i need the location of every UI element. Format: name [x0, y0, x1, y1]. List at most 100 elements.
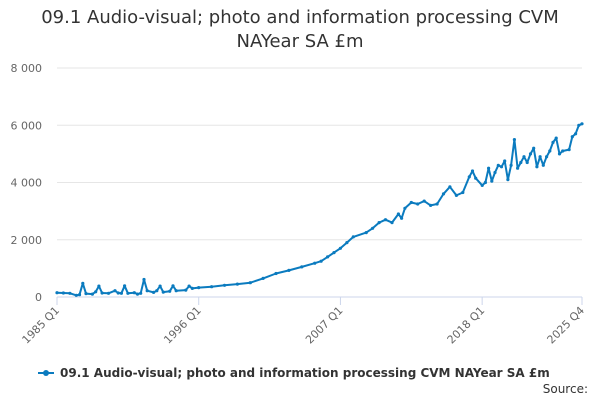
data-point[interactable]	[171, 284, 175, 288]
data-point[interactable]	[512, 138, 517, 142]
series-line[interactable]	[56, 122, 583, 297]
data-point[interactable]	[338, 246, 342, 250]
data-point[interactable]	[448, 185, 452, 189]
data-point[interactable]	[390, 221, 394, 225]
legend[interactable]: 09.1 Audio-visual; photo and information…	[38, 366, 550, 380]
data-point[interactable]	[429, 203, 433, 207]
data-point[interactable]	[274, 271, 278, 276]
data-point[interactable]	[161, 290, 165, 294]
data-point[interactable]	[506, 178, 510, 182]
data-point[interactable]	[554, 136, 558, 140]
data-point[interactable]	[142, 277, 146, 282]
data-point[interactable]	[516, 166, 520, 170]
data-point[interactable]	[135, 292, 140, 296]
data-point[interactable]	[461, 190, 465, 195]
data-point[interactable]	[319, 259, 323, 263]
data-point[interactable]	[435, 202, 439, 206]
data-point[interactable]	[222, 283, 227, 287]
data-point[interactable]	[287, 268, 291, 272]
data-point[interactable]	[499, 165, 504, 169]
data-point[interactable]	[190, 286, 194, 290]
data-point[interactable]	[535, 165, 539, 169]
data-point[interactable]	[184, 288, 188, 292]
data-point[interactable]	[493, 170, 497, 175]
data-point[interactable]	[332, 251, 336, 255]
data-point[interactable]	[210, 285, 214, 289]
data-point[interactable]	[561, 149, 565, 153]
data-point[interactable]	[119, 291, 123, 295]
data-point[interactable]	[522, 155, 526, 159]
data-point[interactable]	[525, 160, 529, 165]
data-point[interactable]	[519, 160, 523, 165]
data-point[interactable]	[383, 218, 388, 222]
data-point[interactable]	[474, 176, 478, 180]
data-point[interactable]	[551, 140, 555, 144]
data-point[interactable]	[174, 289, 178, 293]
data-point[interactable]	[313, 261, 317, 265]
data-point[interactable]	[235, 282, 239, 286]
data-point[interactable]	[139, 291, 143, 295]
data-point[interactable]	[396, 212, 400, 216]
data-point[interactable]	[503, 159, 507, 163]
data-point[interactable]	[487, 166, 491, 170]
data-point[interactable]	[580, 122, 584, 126]
data-point[interactable]	[152, 290, 156, 294]
data-point[interactable]	[470, 169, 475, 173]
data-point[interactable]	[416, 202, 420, 206]
data-point[interactable]	[145, 289, 149, 293]
data-point[interactable]	[126, 291, 130, 295]
data-point[interactable]	[106, 291, 111, 295]
data-point[interactable]	[364, 231, 368, 235]
data-point[interactable]	[90, 292, 94, 296]
data-point[interactable]	[532, 146, 536, 150]
data-point[interactable]	[483, 180, 487, 185]
data-point[interactable]	[545, 155, 549, 159]
data-point[interactable]	[557, 152, 562, 156]
data-point[interactable]	[77, 293, 82, 297]
data-point[interactable]	[490, 179, 494, 183]
data-point[interactable]	[116, 291, 120, 295]
data-point[interactable]	[570, 135, 574, 139]
data-point[interactable]	[261, 276, 265, 280]
data-point[interactable]	[84, 292, 88, 296]
data-point[interactable]	[248, 281, 252, 285]
data-point[interactable]	[538, 155, 542, 159]
data-point[interactable]	[351, 235, 355, 239]
data-point[interactable]	[541, 163, 545, 167]
data-point[interactable]	[55, 291, 59, 295]
data-point[interactable]	[97, 284, 101, 288]
data-point[interactable]	[496, 163, 500, 167]
data-point[interactable]	[422, 199, 426, 203]
data-point[interactable]	[123, 284, 127, 288]
data-point[interactable]	[158, 284, 162, 288]
data-point[interactable]	[100, 291, 104, 295]
data-point[interactable]	[197, 286, 201, 290]
data-point[interactable]	[68, 291, 72, 295]
data-point[interactable]	[326, 255, 330, 259]
data-point[interactable]	[94, 290, 98, 294]
data-point[interactable]	[81, 281, 85, 285]
data-point[interactable]	[548, 149, 552, 153]
data-point[interactable]	[155, 289, 159, 293]
data-point[interactable]	[74, 293, 78, 297]
data-point[interactable]	[441, 192, 446, 196]
data-point[interactable]	[61, 291, 65, 295]
data-point[interactable]	[528, 152, 533, 156]
data-point[interactable]	[480, 183, 484, 187]
data-point[interactable]	[345, 241, 349, 245]
data-point[interactable]	[567, 148, 571, 152]
data-point[interactable]	[403, 206, 407, 210]
data-point[interactable]	[467, 175, 471, 179]
data-point[interactable]	[168, 289, 172, 293]
data-point[interactable]	[300, 265, 304, 269]
data-point[interactable]	[371, 226, 375, 230]
data-point[interactable]	[132, 291, 136, 295]
data-point[interactable]	[454, 193, 458, 197]
data-point[interactable]	[577, 123, 581, 127]
data-point[interactable]	[574, 132, 578, 136]
data-point[interactable]	[113, 289, 117, 293]
data-point[interactable]	[509, 163, 513, 167]
data-point[interactable]	[377, 221, 381, 225]
data-point[interactable]	[400, 216, 404, 220]
data-point[interactable]	[409, 200, 413, 205]
